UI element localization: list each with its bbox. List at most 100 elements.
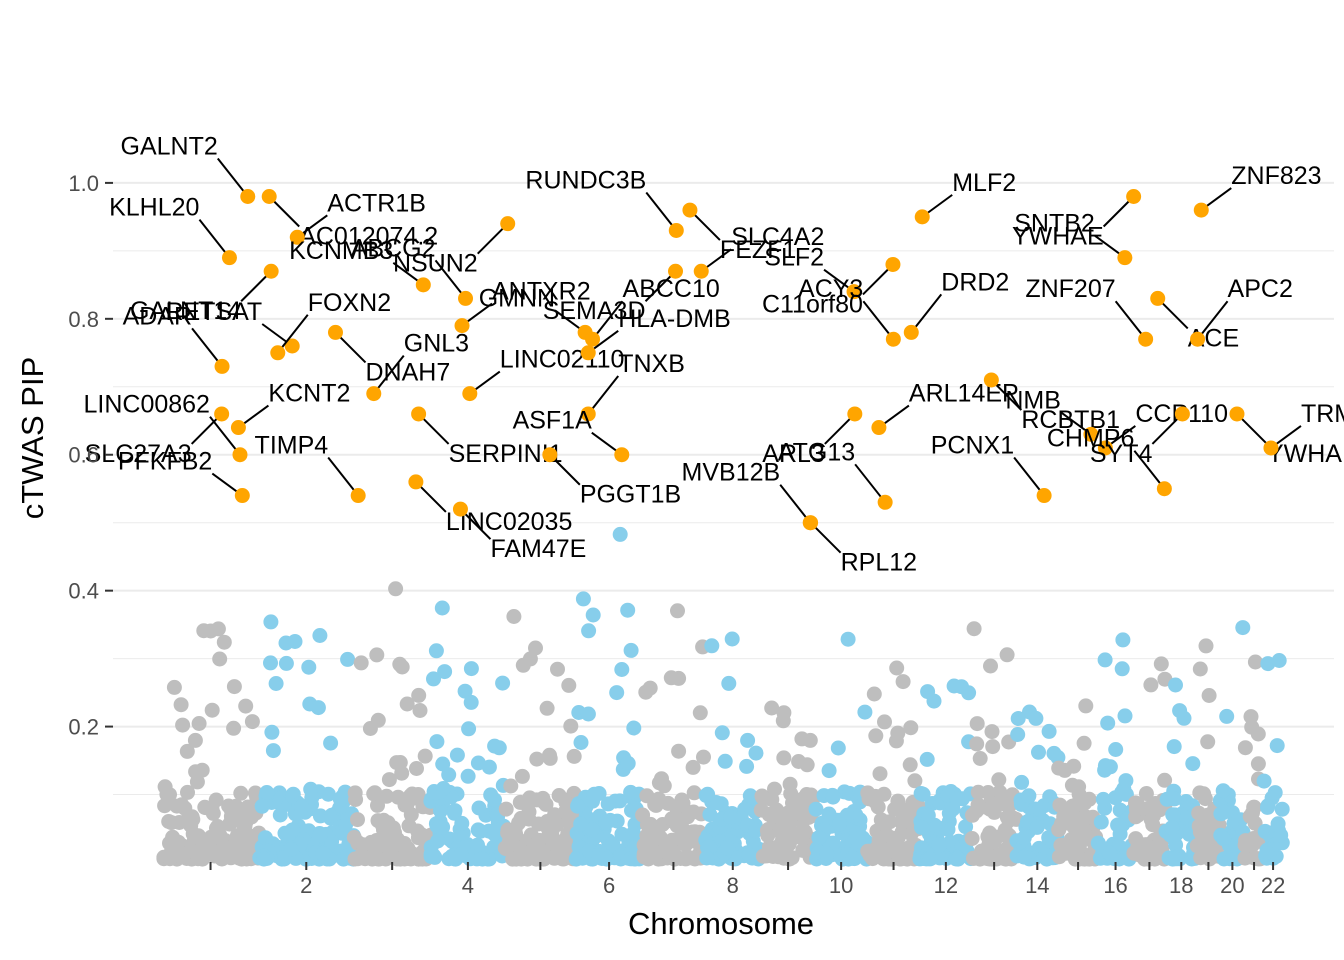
gene-label: HLA-DMB	[618, 305, 731, 333]
gene-point	[388, 581, 404, 597]
gene-point	[256, 851, 272, 867]
label-leader-line	[645, 191, 678, 232]
gene-point	[1014, 774, 1030, 790]
gene-point	[877, 714, 892, 730]
gene-point	[1097, 758, 1113, 774]
gene-point	[982, 825, 998, 841]
gene-point	[1138, 786, 1154, 801]
label-leader-line	[862, 300, 895, 340]
gene-point	[831, 816, 847, 832]
gene-point	[961, 685, 977, 701]
gene-label: SLF2	[764, 244, 824, 272]
highlighted-point	[871, 420, 887, 436]
gene-point	[1117, 708, 1133, 724]
gene-point	[992, 784, 1008, 800]
gene-point	[338, 817, 354, 833]
gene-label: PGGT1B	[580, 481, 681, 509]
gene-point	[1143, 843, 1159, 859]
gene-point	[435, 781, 451, 796]
gene-point	[487, 738, 503, 754]
gene-point	[223, 802, 239, 818]
axes: 0.2 0.4 0.6 0.8 1.0 2 4 6 8 10 12 14 16 18 20 22	[68, 171, 1285, 898]
label-leader-line	[372, 354, 405, 395]
gene-label: ADAR	[123, 302, 192, 330]
gene-point	[1021, 788, 1037, 804]
gene-point	[584, 822, 600, 838]
highlighted-point	[1150, 290, 1166, 306]
gene-point	[775, 713, 791, 729]
gene-point	[1215, 783, 1231, 799]
gene-point	[635, 807, 651, 823]
gene-point	[263, 614, 279, 630]
gene-point	[1200, 734, 1216, 750]
gene-label: ACTR1B	[327, 189, 426, 217]
gene-point	[264, 724, 280, 740]
gene-point	[760, 827, 776, 843]
gene-point	[457, 683, 473, 699]
gene-point	[663, 670, 679, 686]
gene-point	[573, 816, 589, 832]
gene-point	[1097, 652, 1113, 668]
x-tick-label: 10	[829, 873, 853, 898]
gene-point	[1247, 815, 1263, 831]
highlighted-point	[458, 290, 474, 306]
gene-point	[521, 811, 537, 827]
highlighted-point	[1229, 406, 1245, 422]
gene-point	[1168, 677, 1183, 693]
highlighted-point	[1083, 426, 1099, 442]
gene-label: ABCC10	[623, 275, 720, 303]
gene-point	[447, 803, 463, 819]
label-leader-line	[1196, 300, 1229, 340]
gene-point	[972, 751, 988, 766]
gene-point	[1197, 791, 1213, 807]
gene-point	[233, 785, 249, 801]
highlighted-point	[408, 474, 424, 490]
gene-point	[586, 786, 602, 802]
gene-point	[678, 851, 694, 867]
gene-point	[409, 761, 424, 776]
gene-point	[872, 766, 888, 782]
gene-point	[895, 674, 911, 690]
gene-point	[514, 768, 530, 784]
label-leader-line	[779, 484, 811, 524]
gene-point	[423, 846, 439, 862]
gene-label: KCNMB3	[289, 237, 393, 265]
highlighted-point	[366, 386, 382, 402]
x-tick-label: 8	[727, 873, 739, 898]
gene-label: MVB12B	[682, 459, 781, 487]
gene-point	[157, 798, 173, 814]
gene-label: ATG13	[778, 438, 855, 466]
gene-point	[966, 621, 982, 637]
gene-point	[614, 826, 630, 842]
gene-point	[254, 798, 270, 814]
gene-label: ARL14EP	[909, 380, 1019, 408]
highlighted-point	[1126, 188, 1142, 204]
highlighted-point	[1156, 481, 1172, 497]
gene-label: RPL12	[841, 549, 917, 577]
gene-point	[890, 725, 906, 741]
gene-label: ARL3	[762, 440, 825, 468]
gene-point	[1143, 677, 1159, 693]
gene-point	[890, 793, 906, 809]
y-tick-label: 1.0	[68, 171, 99, 196]
gene-point	[721, 675, 737, 691]
gene-point	[431, 819, 447, 835]
gene-point	[795, 842, 811, 858]
gene-point	[794, 731, 810, 747]
highlighted-point	[289, 229, 305, 245]
gene-point	[210, 819, 226, 834]
gene-point	[367, 785, 383, 801]
gene-point	[1235, 620, 1251, 636]
gene-point	[623, 784, 639, 800]
gene-point	[265, 743, 281, 759]
gene-point	[1041, 830, 1057, 846]
gene-point	[821, 806, 837, 822]
gene-point	[747, 823, 763, 839]
gene-point	[410, 830, 426, 846]
highlighted-point	[846, 284, 862, 300]
gene-point	[914, 819, 929, 835]
gene-point	[704, 638, 720, 654]
gene-point	[755, 790, 771, 805]
gene-point	[460, 768, 476, 784]
gene-point	[561, 677, 577, 693]
